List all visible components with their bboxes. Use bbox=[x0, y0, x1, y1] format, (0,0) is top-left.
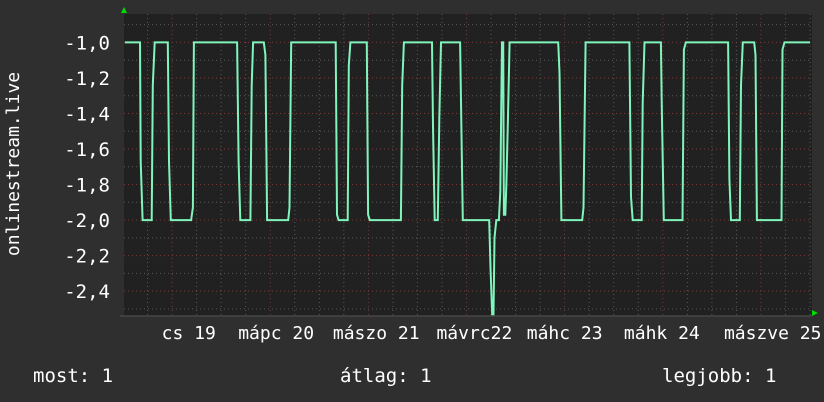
y-tick-label: -2,4 bbox=[64, 281, 110, 303]
x-axis-ticks: cs 19 mápc 20 mászo 21 mávrc22 máhc 23 máhk 2… bbox=[162, 323, 822, 344]
y-axis-ticks: -1,0 -1,2 -1,4 -1,6 -1,8 -2,0 -2,2 -2,4 bbox=[64, 32, 110, 303]
y-tick-label: -2,2 bbox=[64, 246, 110, 268]
y-tick-label: -1,0 bbox=[64, 32, 110, 54]
legend-average: átlag: 1 bbox=[340, 365, 432, 387]
y-axis-label: onlinestream.live bbox=[3, 72, 24, 256]
x-tick-label: mápc 20 bbox=[238, 323, 314, 344]
x-tick-label: mászve 25 bbox=[724, 323, 822, 344]
y-tick-label: -1,2 bbox=[64, 68, 110, 90]
x-tick-label: máhc 23 bbox=[527, 323, 603, 344]
series-line bbox=[124, 41, 810, 316]
legend-current: most: 1 bbox=[33, 365, 113, 387]
y-tick-label: -1,8 bbox=[64, 175, 110, 197]
x-tick-label: máhk 24 bbox=[624, 323, 700, 344]
legend-best: legjobb: 1 bbox=[662, 365, 776, 387]
grid bbox=[124, 14, 812, 316]
y-tick-label: -2,0 bbox=[64, 210, 110, 232]
x-tick-label: cs 19 bbox=[162, 323, 216, 344]
y-tick-label: -1,4 bbox=[64, 103, 110, 125]
x-tick-label: mávrc22 bbox=[436, 323, 512, 344]
x-tick-label: mászo 21 bbox=[333, 323, 420, 344]
y-tick-label: -1,6 bbox=[64, 139, 110, 161]
x-axis-arrow-icon bbox=[812, 310, 818, 316]
y-axis-arrow-icon bbox=[121, 7, 127, 13]
plot-area bbox=[124, 14, 812, 316]
